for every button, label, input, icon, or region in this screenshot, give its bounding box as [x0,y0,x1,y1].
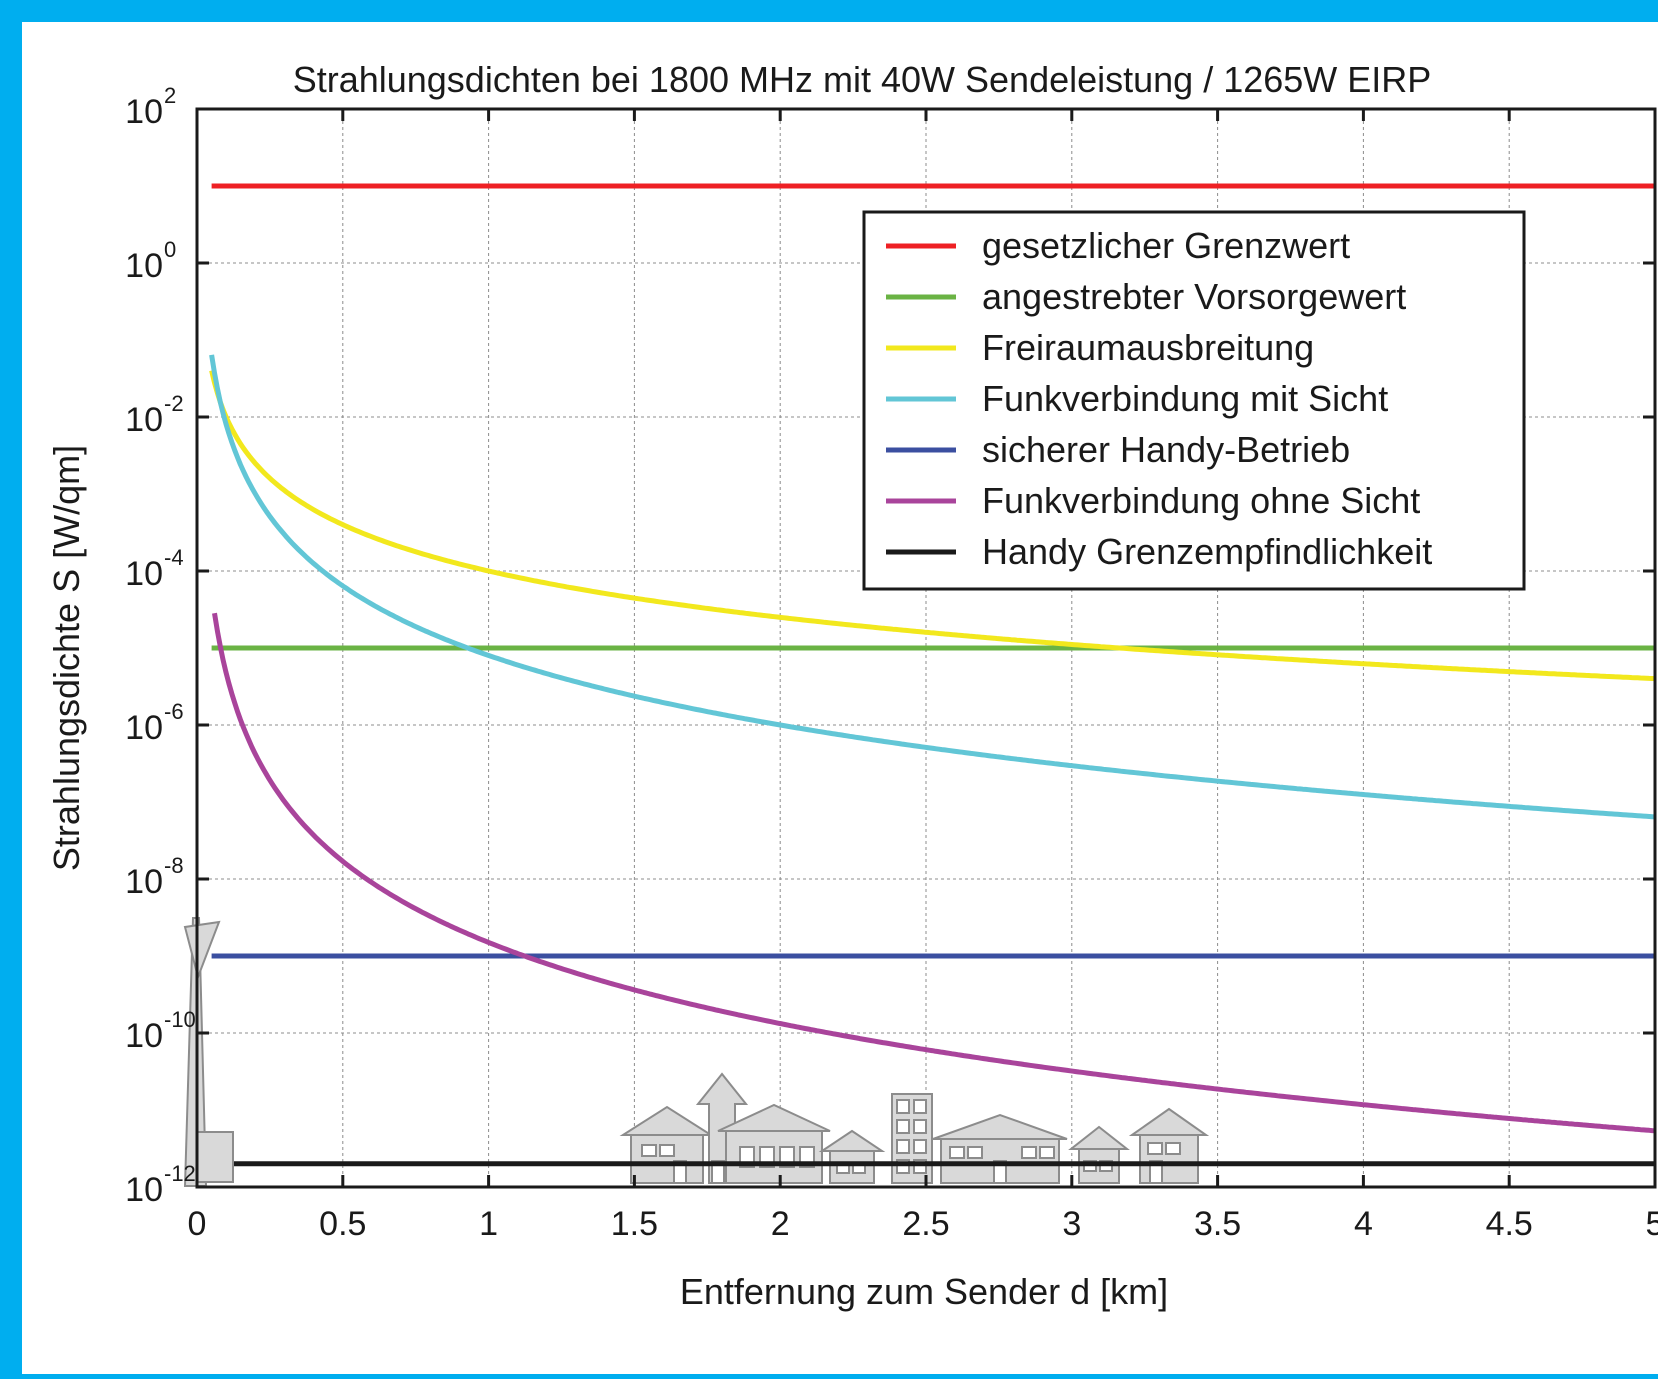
door [711,1160,725,1184]
equipment-box [196,1131,234,1183]
y-tick-exponent: -6 [164,699,184,724]
y-tick-label: 10 [125,1017,163,1055]
door [673,1160,687,1184]
legend-label: Freiraumausbreitung [982,327,1314,368]
legend-label: Funkverbindung ohne Sicht [982,480,1420,521]
legend-label: gesetzlicher Grenzwert [982,225,1350,266]
x-axis-title: Entfernung zum Sender d [km] [680,1271,1168,1312]
house-wall [630,1134,704,1184]
house-2 [717,1103,831,1184]
y-tick-exponent: -4 [164,545,184,570]
y-axis-title: Strahlungsdichte S [W/qm] [46,445,87,871]
legend-label: angestrebter Vorsorgewert [982,276,1406,317]
house-6 [1128,1107,1210,1184]
door [993,1160,1007,1184]
window [659,1144,675,1157]
window [913,1139,927,1154]
x-tick-label: 3.5 [1194,1205,1241,1243]
series-line-4 [209,354,1656,820]
legend-label: Handy Grenzempfindlichkeit [982,531,1432,572]
y-tick-label: 10 [125,863,163,901]
y-tick-exponent: -12 [164,1161,196,1186]
town-illustration [619,1072,1210,1184]
chart-svg: Strahlungsdichten bei 1800 MHz mit 40W S… [46,59,1658,1312]
axis-ticks [195,107,1657,1189]
x-tick-label: 2.5 [902,1205,949,1243]
window [1165,1142,1181,1155]
legend: gesetzlicher Grenzwert angestrebter Vorso… [862,210,1526,591]
x-tick-label: 2 [771,1205,790,1243]
y-tick-exponent: 2 [164,83,176,108]
y-tick-label: 10 [125,401,163,439]
window [896,1099,910,1114]
window [913,1119,927,1134]
y-tick-label: 10 [125,1171,163,1209]
house-3 [818,1129,886,1184]
window [949,1146,965,1159]
window [896,1139,910,1154]
y-tick-label: 10 [125,247,163,285]
y-tick-label: 10 [125,555,163,593]
window [896,1119,910,1134]
window [967,1146,983,1159]
house-1 [619,1105,715,1184]
house-roof [1128,1107,1210,1136]
apartment-block-icon [891,1093,933,1184]
x-tick-label: 4.5 [1486,1205,1533,1243]
house-4 [932,1113,1068,1184]
x-tick-label: 4 [1354,1205,1373,1243]
window [1021,1146,1037,1159]
legend-box [862,210,1526,591]
x-tick-labels: 0 0.5 1 1.5 2 2.5 3 3.5 4 4.5 5 [188,1205,1658,1243]
y-tick-exponent: -8 [164,853,184,878]
x-tick-label: 3 [1062,1205,1081,1243]
y-tick-exponent: -2 [164,391,184,416]
chart-title: Strahlungsdichten bei 1800 MHz mit 40W S… [293,59,1432,100]
series-line-3 [209,370,1656,682]
chart-frame: Strahlungsdichten bei 1800 MHz mit 40W S… [22,22,1658,1374]
house-roof [619,1105,715,1136]
x-tick-label: 1 [479,1205,498,1243]
antenna-panel [183,920,221,981]
x-tick-label: 1.5 [611,1205,658,1243]
window [1147,1142,1163,1155]
y-tick-exponent: -10 [164,1007,196,1032]
door [1149,1160,1163,1184]
y-tick-label: 10 [125,93,163,131]
series-lines [209,183,1656,1167]
window [913,1099,927,1114]
legend-label: Funkverbindung mit Sicht [982,378,1388,419]
window [1039,1146,1055,1159]
window [641,1144,657,1157]
series-line-6 [212,612,1656,1134]
house-5 [1068,1125,1130,1184]
y-tick-exponent: 0 [164,237,176,262]
house-roof [932,1113,1068,1140]
legend-label: sicherer Handy-Betrieb [982,429,1350,470]
y-tick-label: 10 [125,709,163,747]
x-tick-label: 0.5 [319,1205,366,1243]
house-roof [1068,1125,1130,1150]
x-tick-label: 5 [1646,1205,1658,1243]
x-tick-label: 0 [188,1205,207,1243]
house-roof [818,1129,886,1152]
